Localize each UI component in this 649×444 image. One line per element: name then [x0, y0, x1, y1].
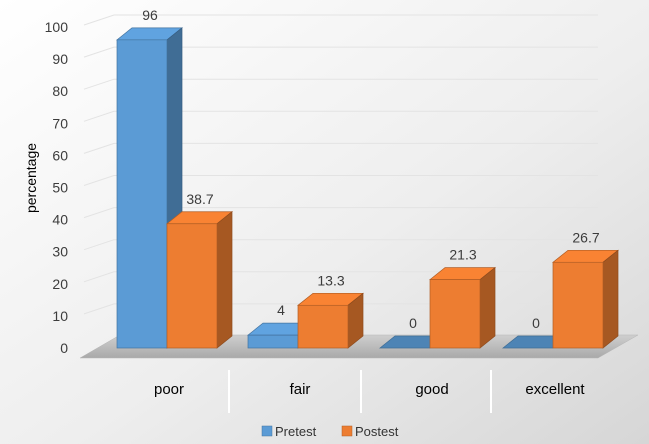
y-axis-label: percentage: [23, 143, 39, 213]
legend-label: Postest: [355, 424, 399, 439]
bar-side-face: [216, 211, 233, 349]
data-label: 26.7: [572, 229, 599, 245]
bar-postest-excellent: [552, 249, 619, 349]
y-tick-label: 60: [52, 147, 68, 163]
bars: [116, 27, 619, 349]
gridline: [83, 14, 598, 26]
bar-front-face: [297, 304, 349, 349]
data-label: 0: [409, 315, 417, 331]
data-label: 4: [277, 302, 285, 318]
y-tick-label: 10: [52, 308, 68, 324]
y-tick-label: 40: [52, 212, 68, 228]
y-tick-label: 70: [52, 115, 68, 131]
gridline: [83, 239, 598, 251]
data-label: 13.3: [317, 272, 344, 288]
bar-postest-fair: [297, 292, 364, 349]
y-tick-label: 0: [60, 340, 68, 356]
gridline: [83, 46, 598, 58]
bar-front-face: [429, 279, 481, 349]
gridline: [83, 207, 598, 219]
bar-side-face: [602, 249, 619, 349]
x-tick-label: excellent: [525, 381, 585, 398]
legend-label: Pretest: [275, 424, 317, 439]
bar-postest-good: [429, 266, 496, 349]
x-tick-label: poor: [154, 381, 184, 398]
bar-front-face: [166, 223, 218, 349]
gridline: [83, 78, 598, 90]
data-label: 96: [142, 7, 158, 23]
legend-swatch: [261, 425, 273, 437]
gridline: [83, 110, 598, 122]
data-label: 0: [532, 315, 540, 331]
bar-front-face: [247, 334, 299, 349]
x-tick-label: good: [415, 381, 448, 398]
bar-front-face: [116, 39, 168, 349]
gridline: [83, 142, 598, 154]
data-label: 38.7: [186, 191, 213, 207]
y-axis-ticks: 0 10 20 30 40 50 60 70 80 90 100: [45, 19, 69, 356]
gridlines: [83, 14, 598, 315]
bar-postest-poor: [166, 211, 233, 349]
y-tick-label: 100: [45, 19, 69, 35]
bar-side-face: [479, 266, 496, 349]
gridline: [83, 175, 598, 186]
y-tick-label: 30: [52, 244, 68, 260]
data-label: 21.3: [449, 247, 476, 263]
y-tick-label: 80: [52, 83, 68, 99]
y-tick-label: 50: [52, 180, 68, 196]
x-tick-label: fair: [290, 381, 311, 398]
y-tick-label: 90: [52, 51, 68, 67]
legend-swatch: [341, 425, 353, 437]
gridline: [83, 271, 598, 283]
x-axis-ticks: poor fair good excellent: [154, 370, 585, 413]
bar-front-face: [552, 261, 604, 349]
legend: Pretest Postest: [261, 424, 399, 439]
data-labels: 96 38.7 4 13.3 0 21.3 0 26.7: [142, 7, 600, 331]
y-tick-label: 20: [52, 276, 68, 292]
